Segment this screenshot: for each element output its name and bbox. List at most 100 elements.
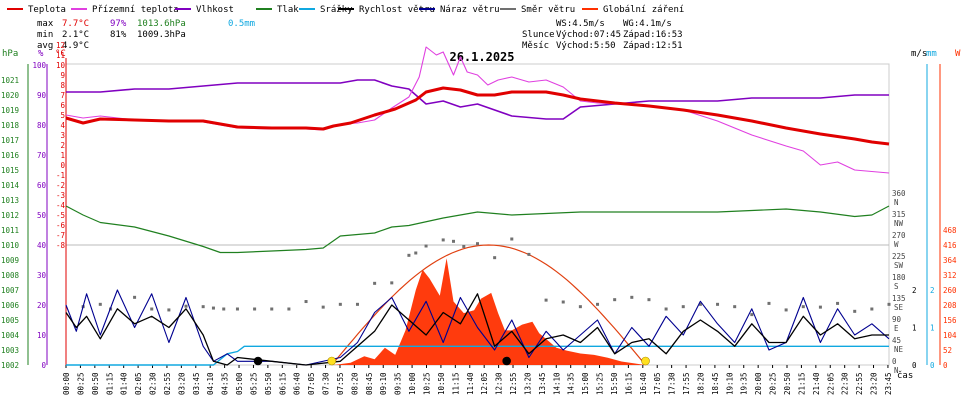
moon-set: Západ:12:51 <box>623 41 683 51</box>
wind-direction-point <box>750 313 754 317</box>
celsius-tick-label: 2 <box>60 141 65 150</box>
celsius-tick-label: -8 <box>56 241 66 250</box>
legend-label: Vlhkost <box>196 5 234 15</box>
wind-direction-point <box>222 307 226 311</box>
moonset-marker <box>502 356 511 366</box>
sun-set: Západ:16:53 <box>623 30 683 40</box>
x-tick-label: 07:55 <box>336 372 345 395</box>
celsius-tick-label: -2 <box>56 181 65 190</box>
x-tick-label: 21:40 <box>812 372 821 395</box>
x-tick-label: 05:00 <box>235 372 244 395</box>
x-tick-label: 17:05 <box>653 372 662 395</box>
series-radiation-area <box>333 258 646 365</box>
wind-direction-point <box>596 302 600 306</box>
legend-label: Náraz větru <box>440 5 500 15</box>
wm2-tick-label: 312 <box>943 271 957 280</box>
series-wind-speed <box>65 293 889 366</box>
x-tick-label: 08:20 <box>350 372 359 395</box>
celsius-tick-label: 0 <box>60 161 65 170</box>
moon-rise: Východ:5:50 <box>556 41 616 51</box>
series-wind-gust <box>65 289 890 366</box>
chart-title: 26.1.2025 <box>449 50 514 64</box>
wind-direction-point <box>451 239 455 243</box>
wm2-tick-label: 364 <box>943 256 957 265</box>
wind-direction-point <box>211 306 215 310</box>
stats-min-temp: 2.1°C <box>62 30 89 40</box>
hpa-tick-label: 1015 <box>1 166 19 175</box>
wind-direction-point <box>613 298 617 302</box>
wind-direction-point <box>887 302 891 306</box>
hpa-tick-label: 1010 <box>1 241 20 250</box>
wm2-tick-label: 52 <box>943 346 952 355</box>
wm2-tick-label: 260 <box>943 286 957 295</box>
wind-direction-point <box>270 307 274 311</box>
x-tick-label: 10:00 <box>408 372 417 395</box>
x-tick-label: 04:10 <box>206 372 215 395</box>
hpa-tick-label: 1005 <box>1 316 19 325</box>
hpa-tick-label: 1014 <box>1 181 20 190</box>
celsius-tick-label: 12 <box>56 41 65 50</box>
celsius-tick-label: -1 <box>56 171 65 180</box>
wind-stats-wg: WG:4.1m/s <box>623 19 672 29</box>
x-tick-label: 23:45 <box>884 372 893 395</box>
wind-direction-point <box>561 300 565 304</box>
pct-tick-label: 0 <box>41 361 46 370</box>
celsius-tick-label: -4 <box>56 201 66 210</box>
hpa-tick-label: 1012 <box>1 211 19 220</box>
x-tick-label: 19:35 <box>740 372 749 395</box>
wind-direction-point <box>630 295 634 299</box>
pct-tick-label: 60 <box>37 181 47 190</box>
series-ground-temp <box>65 46 890 174</box>
x-tick-label: 22:05 <box>826 372 835 395</box>
x-tick-label: 03:45 <box>192 372 201 395</box>
dir-tick-compass: E <box>894 324 899 333</box>
x-tick-label: 10:50 <box>437 372 446 395</box>
x-tick-label: 21:15 <box>797 372 806 395</box>
hpa-tick-label: 1008 <box>1 271 20 280</box>
x-tick-label: 00:25 <box>76 372 85 395</box>
x-tick-label: 02:30 <box>149 372 158 395</box>
wind-direction-point <box>801 305 805 309</box>
stats-min-label: min <box>37 30 53 40</box>
x-tick-label: 06:40 <box>293 372 302 395</box>
stats-avg-temp: 4.9°C <box>62 41 89 51</box>
dir-tick-compass: N <box>894 198 899 207</box>
x-tick-label: 09:10 <box>379 372 388 395</box>
celsius-tick-label: 4 <box>60 121 65 130</box>
stats-max-label: max <box>37 19 54 29</box>
pct-tick-label: 80 <box>37 121 47 130</box>
x-tick-label: 20:00 <box>754 372 763 395</box>
dir-tick-compass: NE <box>894 345 904 354</box>
celsius-tick-label: 1 <box>60 151 65 160</box>
x-tick-label: 09:35 <box>394 372 403 395</box>
celsius-tick-label: 7 <box>60 91 65 100</box>
wind-direction-point <box>304 300 308 304</box>
ms-tick-label: 0 <box>912 361 917 370</box>
dir-tick-value: 225 <box>892 252 906 261</box>
wind-direction-point <box>133 295 137 299</box>
pct-axis-label: % <box>38 49 44 59</box>
sun-arc <box>331 244 646 366</box>
wm2-tick-label: 208 <box>943 301 957 310</box>
hpa-tick-label: 1007 <box>1 286 19 295</box>
stats-min-hum: 81% <box>110 30 127 40</box>
hpa-tick-label: 1020 <box>1 91 20 100</box>
pct-tick-label: 100 <box>32 61 46 70</box>
wind-direction-point <box>510 237 514 241</box>
stats-avg-label: avg <box>37 41 53 51</box>
mm-tick-label: 2 <box>930 286 935 295</box>
x-tick-label: 18:20 <box>696 372 705 395</box>
x-tick-label: 08:45 <box>365 372 374 395</box>
x-tick-label: 14:35 <box>567 372 576 395</box>
dir-tick-value: 0 <box>892 357 897 366</box>
hpa-tick-label: 1011 <box>1 226 19 235</box>
wind-direction-point <box>253 307 257 311</box>
dir-tick-compass: S <box>894 282 899 291</box>
wind-direction-point <box>836 301 840 305</box>
celsius-tick-label: -7 <box>56 231 65 240</box>
hpa-tick-label: 1003 <box>1 346 19 355</box>
x-tick-label: 07:30 <box>322 372 331 395</box>
celsius-tick-label: 11 <box>56 51 65 60</box>
hpa-tick-label: 1002 <box>1 361 19 370</box>
hpa-tick-label: 1013 <box>1 196 19 205</box>
